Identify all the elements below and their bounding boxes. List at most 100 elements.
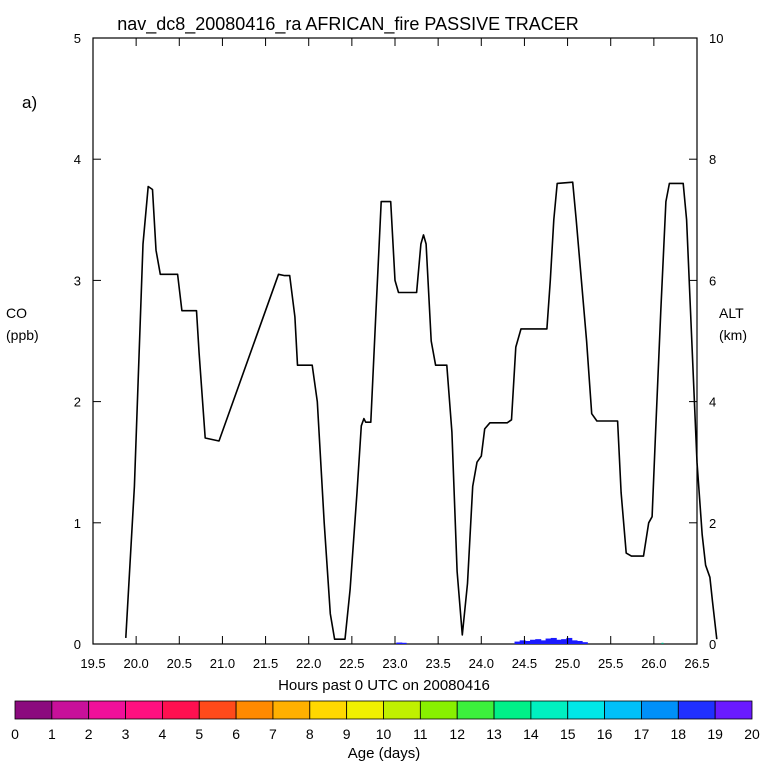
colorbar-swatch [677, 700, 716, 720]
y-right-tick-label: 8 [709, 152, 716, 167]
altitude-line [125, 181, 718, 640]
colorbar-tick-label: 7 [269, 726, 277, 742]
colorbar-swatch [530, 700, 569, 720]
tracer-bar [396, 642, 403, 644]
y-left-tick-label: 2 [74, 395, 81, 410]
colorbar-swatch [272, 700, 311, 720]
colorbar-tick-label: 3 [122, 726, 130, 742]
colorbar-swatch [383, 700, 421, 720]
tracer-bar [535, 639, 542, 644]
tracer-bars [396, 637, 664, 644]
colorbar-tick-label: 10 [376, 726, 392, 742]
colorbar-tick-label: 16 [597, 726, 613, 742]
colorbar-tick-label: 2 [85, 726, 93, 742]
chart-title: nav_dc8_20080416_ra AFRICAN_fire PASSIVE… [117, 14, 579, 35]
tracer-bar [540, 640, 547, 644]
colorbar-tick-label: 17 [634, 726, 650, 742]
colorbar-swatch [346, 700, 384, 720]
tracer-bar [581, 642, 588, 644]
colorbar-swatch [198, 700, 237, 720]
y-axis-left-label: CO [6, 305, 27, 321]
y-left-tick-label: 4 [74, 152, 81, 167]
colorbar-tick-label: 18 [671, 726, 687, 742]
colorbar-tick-label: 20 [744, 726, 760, 742]
colorbar-swatch [456, 700, 495, 720]
colorbar-swatch [51, 700, 90, 720]
tracer-bar [571, 640, 578, 644]
y-left-tick-label: 3 [74, 273, 81, 288]
x-tick-label: 20.0 [123, 656, 148, 671]
y-left-tick-label: 5 [74, 31, 81, 46]
tracer-bar [514, 641, 521, 644]
x-tick-label: 21.5 [253, 656, 278, 671]
colorbar-swatch [125, 700, 163, 720]
x-tick-label: 24.5 [512, 656, 537, 671]
colorbar-swatch [604, 700, 642, 720]
panel-label: a) [22, 93, 37, 112]
colorbar-swatch [235, 700, 274, 720]
x-tick-label: 19.5 [80, 656, 105, 671]
tracer-bar [519, 640, 526, 644]
colorbar-swatch [567, 700, 605, 720]
plot-area-frame [92, 37, 698, 645]
x-tick-label: 23.0 [382, 656, 407, 671]
colorbar-tick-label: 12 [449, 726, 465, 742]
tracer-bar [530, 639, 537, 644]
colorbar-tick-label: 11 [413, 726, 428, 742]
y-axis-right-label: ALT [719, 305, 744, 321]
tracer-bar [545, 638, 552, 644]
y-right-tick-label: 2 [709, 516, 716, 531]
x-tick-label: 22.0 [296, 656, 321, 671]
x-tick-label: 20.5 [167, 656, 192, 671]
y-axis-right-unit: (km) [719, 327, 747, 343]
x-tick-label: 21.0 [210, 656, 235, 671]
x-tick-label: 23.5 [425, 656, 450, 671]
y-right-tick-label: 4 [709, 395, 716, 410]
colorbar-ticks: 0 1 2 3 4 5 6 7 8 9 10 11 12 13 14 15 16 17 18 19 20 [11, 726, 760, 742]
y-right-tick-label: 0 [709, 637, 716, 652]
y-axis-right: 0 2 4 6 8 10 [689, 31, 723, 652]
colorbar-swatch [493, 700, 532, 720]
colorbar-label: Age (days) [348, 745, 421, 762]
y-right-tick-label: 10 [709, 31, 723, 46]
x-axis: 19.5 20.0 20.5 21.0 21.5 22.0 22.5 23.0 23.5 24.0… [80, 38, 710, 671]
colorbar-tick-label: 13 [486, 726, 502, 742]
colorbar-swatch [88, 700, 126, 720]
colorbar-tick-label: 14 [523, 726, 539, 742]
x-axis-label: Hours past 0 UTC on 20080416 [278, 677, 490, 694]
colorbar-tick-label: 1 [48, 726, 56, 742]
tracer-mark [661, 642, 664, 644]
tracer-bar [524, 640, 531, 644]
colorbar-tick-label: 8 [306, 726, 314, 742]
colorbar-swatch [419, 700, 458, 720]
x-tick-label: 22.5 [339, 656, 364, 671]
colorbar-tick-label: 5 [195, 726, 203, 742]
y-left-tick-label: 1 [74, 516, 81, 531]
x-tick-label: 25.5 [598, 656, 623, 671]
colorbar-tick-label: 15 [560, 726, 576, 742]
colorbar-tick-label: 4 [159, 726, 167, 742]
tracer-bar [561, 639, 568, 644]
colorbar-tick-label: 19 [707, 726, 723, 742]
tracer-bar [576, 640, 583, 644]
x-tick-label: 26.5 [684, 656, 709, 671]
y-left-tick-label: 0 [74, 637, 81, 652]
x-tick-label: 24.0 [469, 656, 494, 671]
tracer-bar [555, 639, 562, 644]
y-axis-left: 0 1 2 3 4 5 [74, 31, 101, 652]
colorbar-tick-label: 0 [11, 726, 19, 742]
x-tick-label: 25.0 [555, 656, 580, 671]
colorbar-swatch [714, 700, 753, 720]
y-axis-left-unit: (ppb) [6, 327, 39, 343]
y-right-tick-label: 6 [709, 273, 716, 288]
colorbar-tick-label: 9 [343, 726, 351, 742]
tracer-bar [566, 637, 573, 644]
colorbar-swatch [14, 700, 53, 720]
colorbar-swatch [309, 700, 348, 720]
colorbar-swatch [641, 700, 679, 720]
tracer-bar [400, 642, 407, 644]
series-layer [125, 181, 718, 640]
colorbar-swatch [161, 700, 200, 720]
tracer-bar [550, 637, 557, 644]
